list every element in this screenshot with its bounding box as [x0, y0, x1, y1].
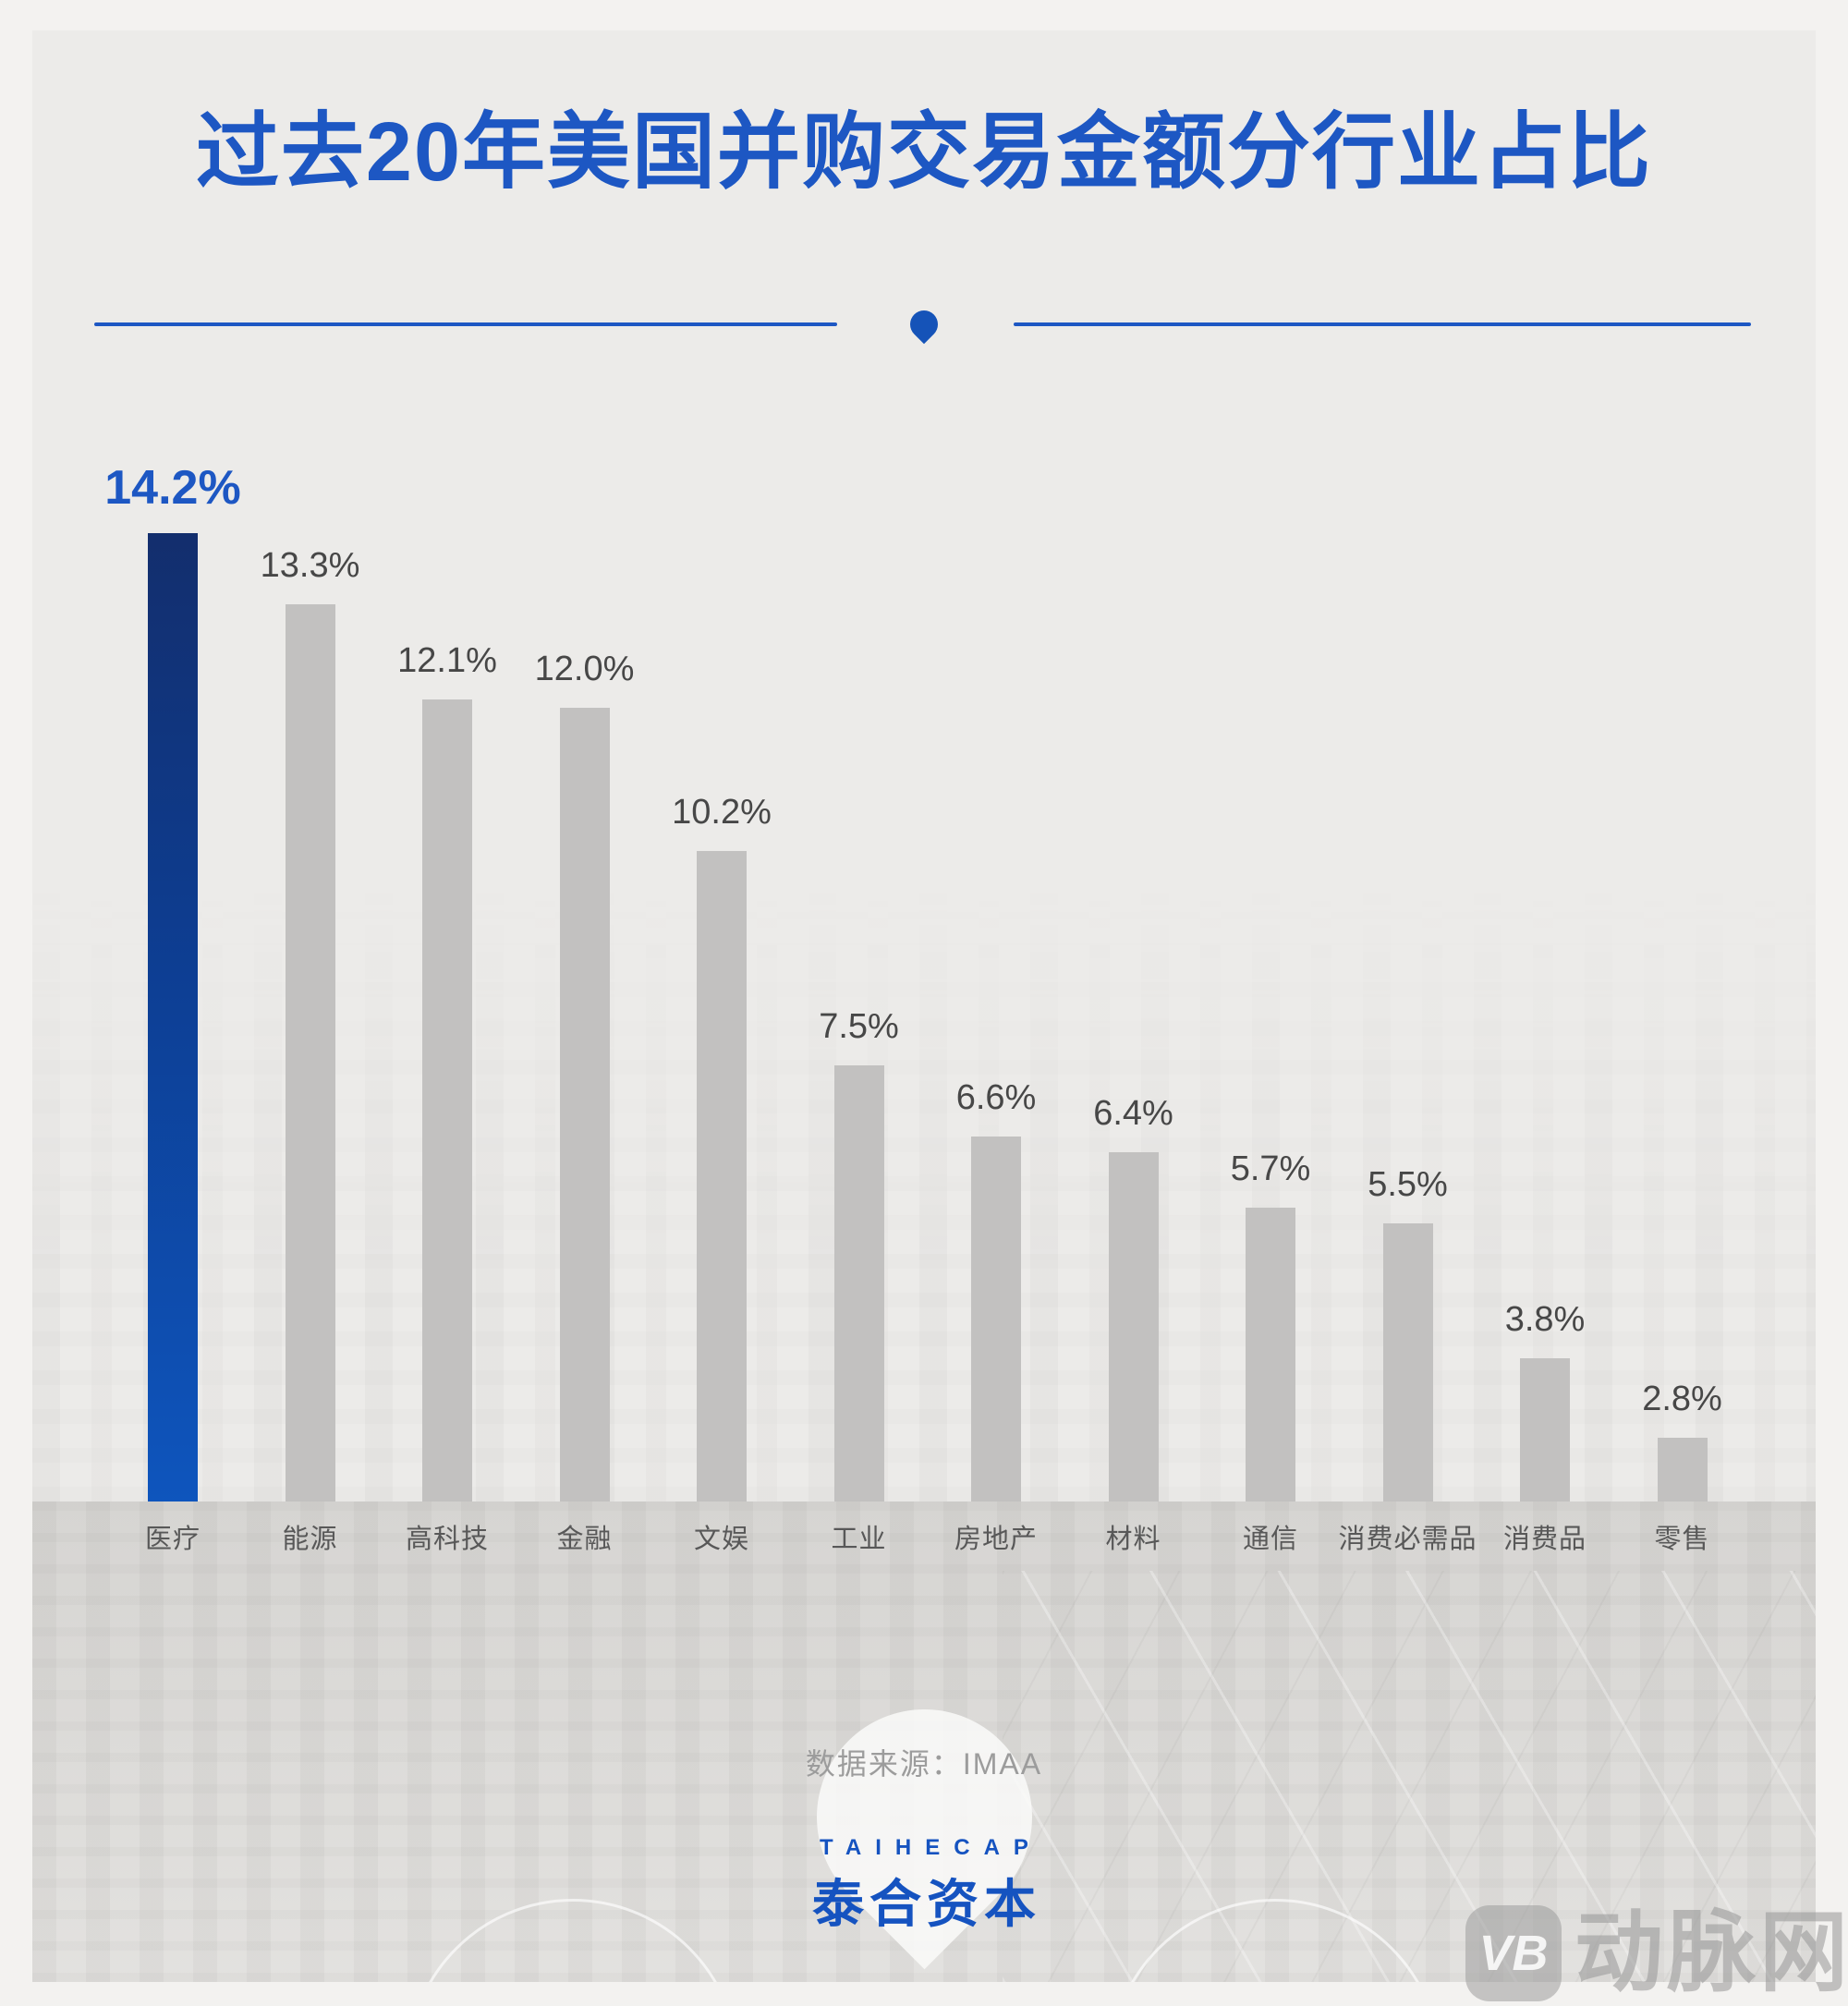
- vb-logo-icon: VB: [1465, 1905, 1562, 2001]
- bar-文娱: [697, 851, 747, 1501]
- vcbeat-watermark: VB 动脉网: [1465, 1905, 1848, 2001]
- divider-line-right: [1014, 322, 1751, 326]
- bar-category-label: 工业: [831, 1525, 887, 1554]
- bar-value-label: 5.5%: [1368, 1165, 1448, 1205]
- city-roads-texture: [1003, 1571, 1816, 1982]
- bar-value-label: 5.7%: [1230, 1149, 1311, 1189]
- bar-通信: [1246, 1208, 1295, 1501]
- bar-category-label: 文娱: [693, 1525, 749, 1554]
- bar-category-label: 消费必需品: [1338, 1525, 1477, 1554]
- bar-category-label: 医疗: [144, 1525, 201, 1554]
- bar-category-label: 高科技: [405, 1525, 489, 1554]
- bar-房地产: [971, 1137, 1021, 1501]
- bar-材料: [1108, 1152, 1159, 1501]
- divider-line-left: [94, 322, 837, 326]
- bar-category-label: 通信: [1242, 1525, 1298, 1554]
- bar-value-label: 12.1%: [397, 641, 497, 681]
- bar-value-label: 13.3%: [260, 546, 360, 586]
- bar-category-label: 零售: [1654, 1525, 1710, 1554]
- bar-category-label: 房地产: [954, 1525, 1038, 1554]
- bar-value-label: 10.2%: [672, 793, 772, 833]
- bar-category-label: 材料: [1105, 1525, 1161, 1554]
- bar-value-label: 3.8%: [1504, 1300, 1586, 1340]
- bar-category-label: 金融: [556, 1525, 613, 1554]
- bar-value-label: 7.5%: [819, 1007, 899, 1047]
- bar-value-label: 12.0%: [534, 650, 635, 689]
- vcbeat-site-name: 动脉网: [1574, 1903, 1848, 2002]
- bar-消费必需品: [1382, 1223, 1433, 1501]
- bar-高科技: [422, 699, 472, 1501]
- data-source-note: 数据来源：IMAA: [805, 1747, 1043, 1781]
- bar-category-label: 消费品: [1502, 1525, 1587, 1554]
- page-title: 过去20年美国并购交易金额分行业占比: [195, 106, 1653, 199]
- vb-logo-text: VB: [1478, 1926, 1549, 1981]
- bar-能源: [285, 604, 335, 1501]
- bar-value-label: 14.2%: [104, 460, 241, 515]
- bar-工业: [833, 1065, 884, 1501]
- bar-金融: [559, 708, 610, 1501]
- taihecap-logo-en: TAIHECAP: [820, 1835, 1042, 1860]
- bar-value-label: 6.4%: [1093, 1094, 1173, 1134]
- taihecap-logo-cn: 泰合资本: [812, 1875, 1041, 1933]
- bar-value-label: 2.8%: [1642, 1380, 1722, 1419]
- bar-医疗: [148, 533, 198, 1501]
- bar-category-label: 能源: [282, 1525, 338, 1554]
- bar-零售: [1657, 1438, 1708, 1501]
- bar-value-label: 6.6%: [955, 1078, 1037, 1118]
- bar-消费品: [1520, 1358, 1570, 1501]
